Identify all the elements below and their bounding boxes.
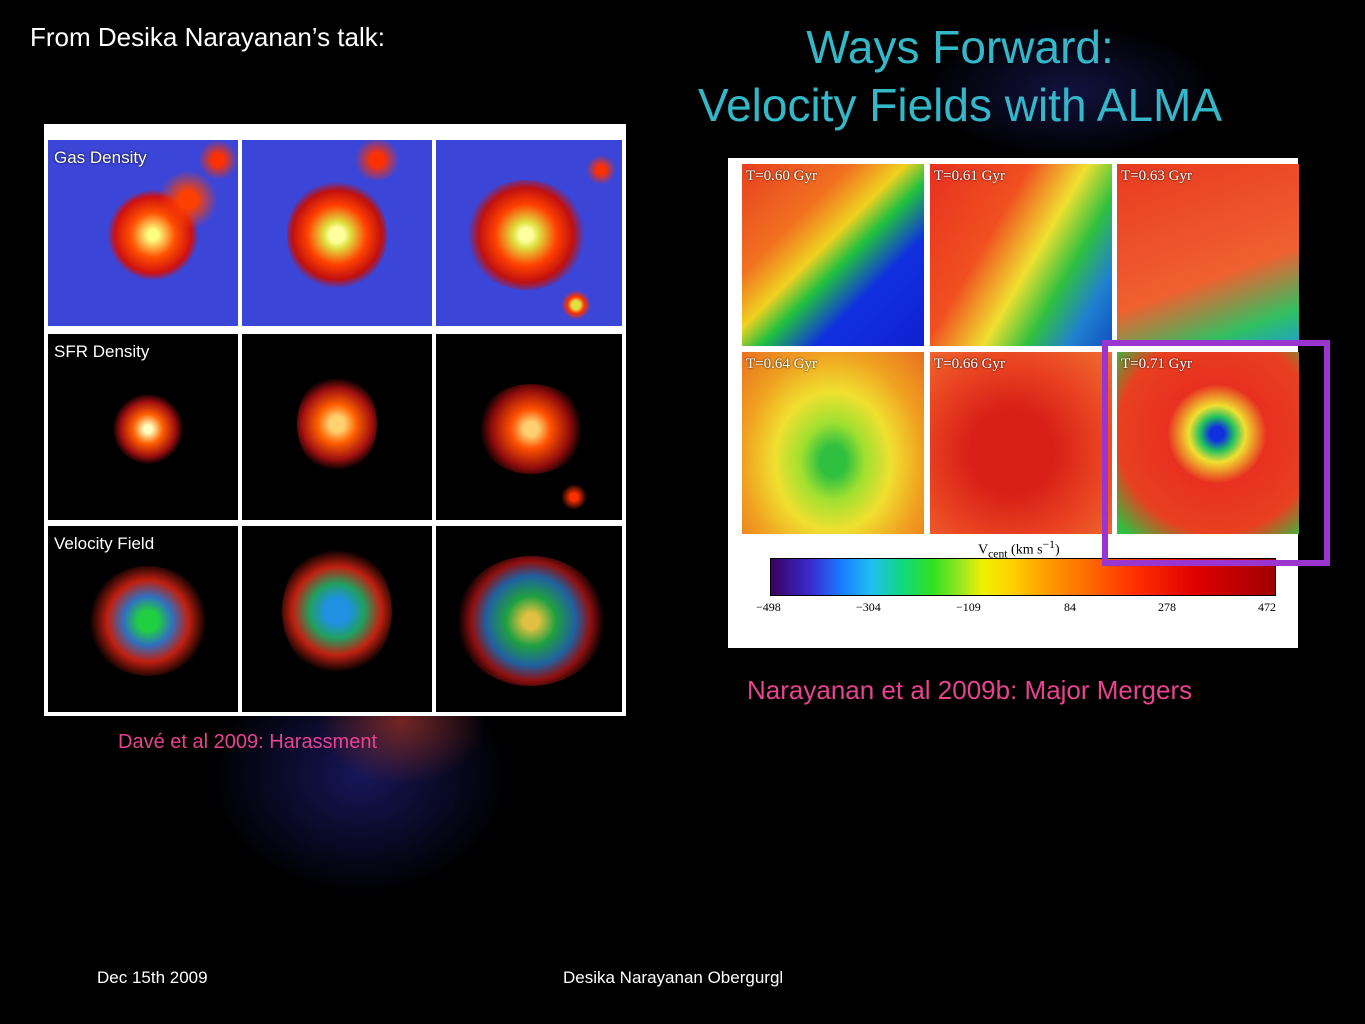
colorbar-tick: 472 [1258, 600, 1276, 614]
time-label: T=0.63 Gyr [1121, 168, 1192, 184]
time-label: T=0.71 Gyr [1121, 356, 1192, 372]
velocity-field-panel [436, 526, 622, 712]
gas-density-row: Gas Density [48, 140, 622, 326]
major-mergers-caption: Narayanan et al 2009b: Major Mergers [747, 675, 1193, 705]
sfr-density-label: SFR Density [54, 342, 150, 361]
colorbar-tick: −109 [956, 600, 981, 614]
velocity-map-panel: T=0.60 Gyr [742, 164, 924, 346]
title-line-2: Velocity Fields with ALMA [697, 79, 1223, 131]
time-label: T=0.66 Gyr [934, 356, 1005, 372]
time-label: T=0.64 Gyr [746, 356, 817, 372]
major-mergers-figure: T=0.60 Gyr T=0.61 Gyr T=0.63 Gyr T=0.64 … [728, 158, 1299, 648]
velocity-field-row: Velocity Field [48, 526, 622, 712]
velocity-map-panel: T=0.66 Gyr [930, 352, 1112, 534]
velocity-map-panel: T=0.64 Gyr [742, 352, 924, 534]
gas-density-panel [436, 140, 622, 326]
colorbar-label: Vcent (km s−1) [978, 538, 1060, 561]
gas-density-panel: Gas Density [48, 140, 238, 326]
colorbar-tick: −304 [856, 600, 881, 614]
footer-date: Dec 15th 2009 [97, 968, 208, 987]
intro-text: From Desika Narayanan’s talk: [30, 22, 385, 52]
colorbar-tick: −498 [756, 600, 781, 614]
sfr-density-panel [242, 334, 432, 520]
time-label: T=0.61 Gyr [934, 168, 1005, 184]
harassment-figure: Gas Density SFR Density Velocity Field [44, 124, 626, 716]
velocity-field-panel: Velocity Field [48, 526, 238, 712]
velocity-field-panel [242, 526, 432, 712]
velocity-map-panel: T=0.71 Gyr [1117, 352, 1299, 534]
gas-density-panel [242, 140, 432, 326]
footer-center: Desika Narayanan Obergurgl [563, 968, 784, 987]
slide-title: Ways Forward: Velocity Fields with ALMA [660, 18, 1260, 134]
velocity-map-panel: T=0.63 Gyr [1117, 164, 1299, 346]
velocity-map-panel: T=0.61 Gyr [930, 164, 1112, 346]
colorbar-tick: 84 [1064, 600, 1076, 614]
velocity-field-label: Velocity Field [54, 534, 155, 553]
sfr-density-row: SFR Density [48, 334, 622, 520]
sfr-density-panel [436, 334, 622, 520]
colorbar-ticks: −498 −304 −109 84 278 472 [756, 600, 1286, 616]
colorbar-tick: 278 [1158, 600, 1176, 614]
time-label: T=0.60 Gyr [746, 168, 817, 184]
title-line-1: Ways Forward: [806, 21, 1114, 73]
highlight-box [1102, 340, 1330, 566]
sfr-density-panel: SFR Density [48, 334, 238, 520]
gas-density-label: Gas Density [54, 148, 147, 167]
harassment-caption: Davé et al 2009: Harassment [118, 731, 378, 753]
